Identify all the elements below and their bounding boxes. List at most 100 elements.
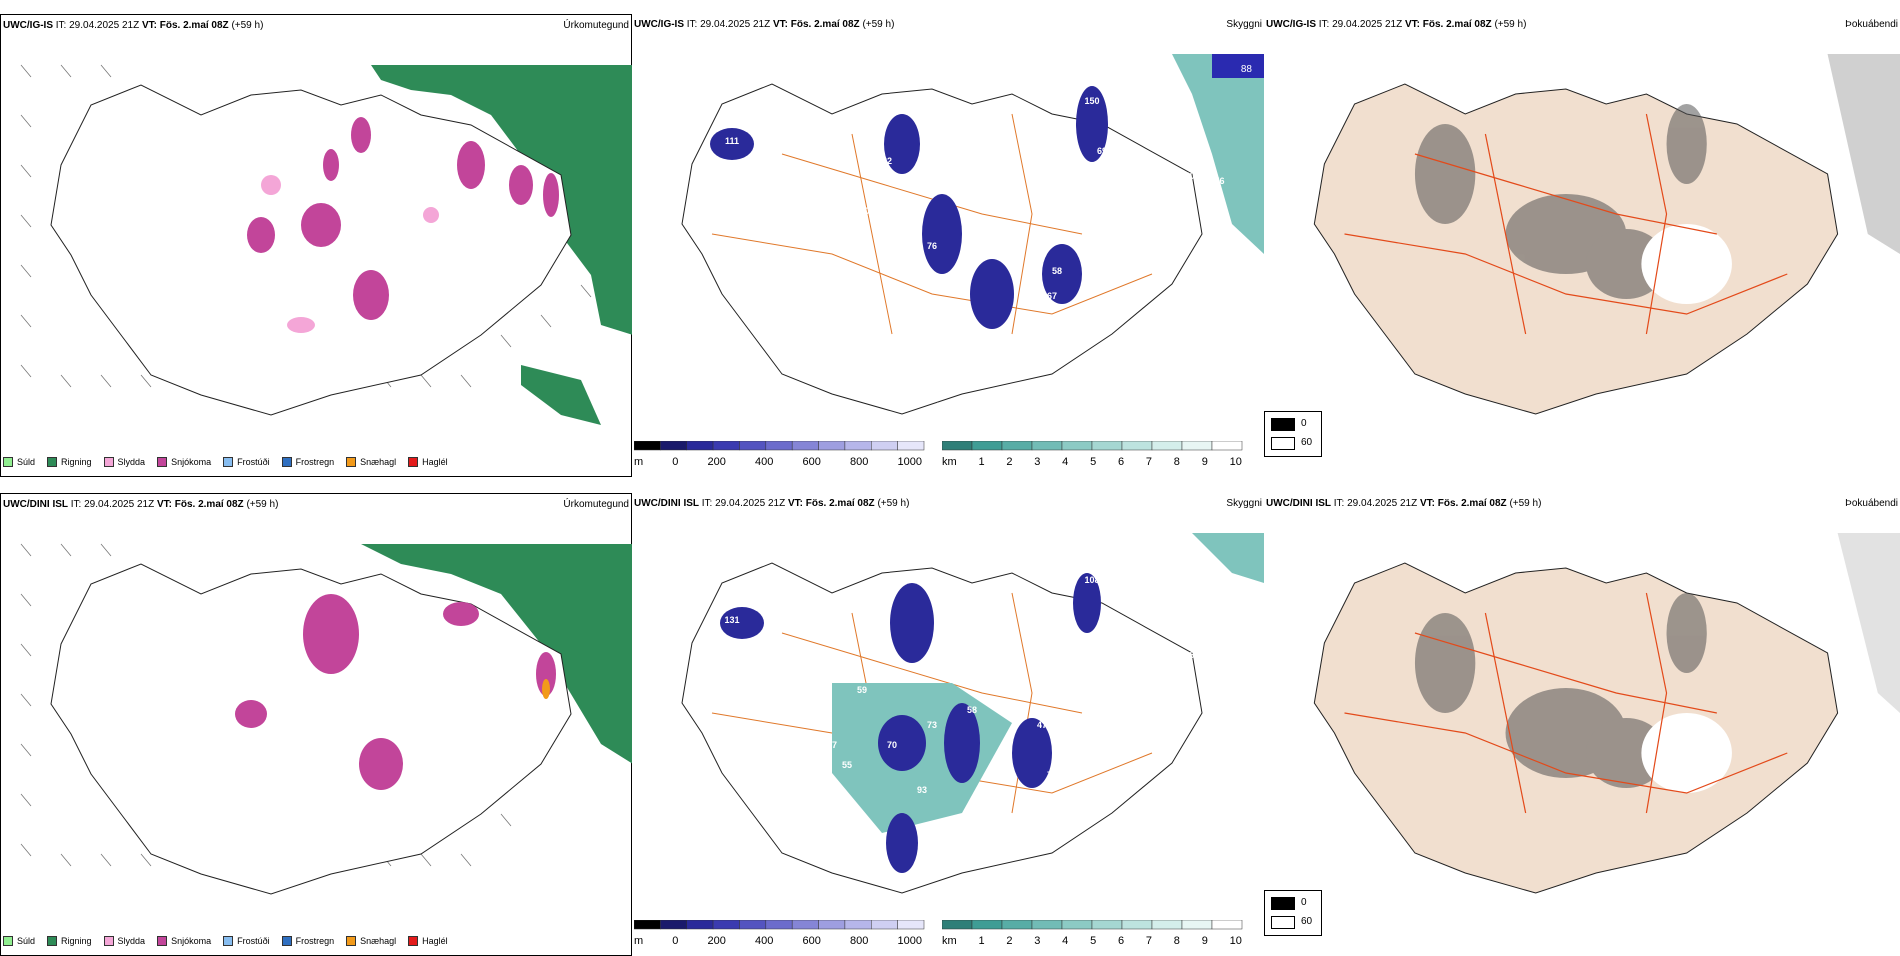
cloud-base-label: 70	[887, 740, 897, 750]
scale-cell	[660, 440, 687, 451]
cloud-base-label: 47	[827, 740, 837, 750]
panel-title: Skyggni	[1226, 19, 1262, 30]
cloud-base-label: 31	[1107, 226, 1117, 236]
corner-box	[1212, 54, 1264, 78]
lead-time: (+59 h)	[1494, 19, 1527, 30]
cloud-base-label: 76	[927, 241, 937, 251]
cloud-base-label: 67	[1047, 291, 1057, 301]
legend-item: Haglél	[408, 457, 448, 467]
lead-time: (+59 h)	[231, 20, 264, 31]
scale-tick: 10	[1229, 935, 1242, 947]
cloud-base-label: 170	[1179, 171, 1194, 181]
cloud-base-scale: m 0 200 400 600 800 1000	[633, 440, 934, 475]
fog-swatch-light	[1271, 437, 1295, 450]
scale-unit: km	[942, 456, 957, 468]
legend-label: Haglél	[422, 457, 448, 467]
scale-tick: 7	[1145, 456, 1153, 468]
cloud-base-label: 116	[1180, 650, 1195, 660]
cloud-base-label: 81	[927, 176, 937, 186]
precip-legend: Súld Rigning Slydda Snjókoma Frostúði Frostre…	[3, 454, 454, 470]
model-name: UWC/DINI ISL	[1266, 498, 1331, 509]
scale-cell	[1091, 440, 1123, 451]
fog-swatch-light	[1271, 916, 1295, 929]
snow-pellet-cell	[542, 679, 550, 699]
snow-cells	[235, 594, 556, 790]
legend-label: Snjókoma	[171, 936, 212, 946]
scale-tick: 1000	[897, 935, 922, 947]
cloud-base-label: 54	[1212, 655, 1222, 665]
fog-label-high: 60	[1301, 916, 1313, 927]
cloud-base-label: 190	[794, 226, 809, 236]
scale-tick: 400	[755, 935, 774, 947]
cloud-base-label: 69	[1097, 146, 1107, 156]
legend-swatch	[281, 457, 292, 467]
legend-label: Súld	[17, 936, 36, 946]
visibility-scale: km 1 2 3 4 5 6 7 8 9 10	[941, 440, 1252, 475]
scale-tick: 200	[707, 456, 726, 468]
scale-cell	[844, 919, 872, 930]
cloud-base-label: 76	[937, 401, 947, 411]
visibility-scale: km 1 2 3 4 5 6 7 8 9 10	[941, 919, 1252, 954]
scale-cell	[1181, 440, 1213, 451]
model-name: UWC/IG-IS	[3, 20, 53, 31]
scale-cell	[871, 919, 898, 930]
sea-fog	[1827, 54, 1900, 254]
sea-visibility-teal	[1192, 533, 1264, 583]
init-time: IT: 29.04.2025 21Z	[1333, 498, 1418, 509]
legend-item: Frostúði	[223, 936, 270, 946]
rain-patch	[521, 365, 601, 425]
scale-tick: 5	[1090, 456, 1097, 468]
cloud-base-labels: 111 150 69 170 176 166 190 408 150 93 84 62 76 93 209 9…	[725, 96, 1225, 411]
valid-time: VT: Fös. 2.maí 08Z	[156, 499, 244, 510]
scale-tick: 7	[1145, 935, 1153, 947]
cloud-base-label: 55	[842, 760, 852, 770]
legend-label: Slydda	[117, 936, 146, 946]
legend-item: Súld	[3, 936, 35, 946]
scale-cell	[897, 440, 925, 451]
legend-label: Súld	[17, 457, 36, 467]
sea-fog	[1837, 533, 1900, 713]
precip-panel-top: UWC/IG-IS IT: 29.04.2025 21Z VT: Fös. 2.…	[0, 14, 633, 477]
snow-cells	[247, 117, 559, 320]
cloud-base-label: 12	[897, 176, 907, 186]
precip-map	[1, 35, 633, 445]
cloud-base-label: 150	[854, 206, 869, 216]
legend-swatch	[281, 936, 292, 946]
legend-swatch	[103, 936, 114, 946]
header: UWC/DINI ISL IT: 29.04.2025 21Z VT: Fös.…	[3, 498, 278, 512]
scale-cell	[971, 919, 1003, 930]
model-name: UWC/IG-IS	[634, 19, 684, 30]
scale-cell	[765, 440, 793, 451]
scale-tick: 400	[755, 456, 774, 468]
legend-label: Rigning	[61, 457, 92, 467]
scale-cell	[660, 919, 687, 930]
fog-scale: 0 60	[1264, 411, 1322, 457]
legend-swatch	[3, 936, 13, 946]
cloud-base-labels: 131 108 71 116 54 91 65 53 59 47 55 70 73 64 58 47 69 72 9…	[724, 575, 1222, 795]
legend-swatch	[103, 457, 114, 467]
scale-cell	[818, 440, 846, 451]
cloud-base-label: 93	[827, 261, 837, 271]
valid-time: VT: Fös. 2.maí 08Z	[787, 498, 875, 509]
valid-time: VT: Fös. 2.maí 08Z	[1419, 498, 1507, 509]
scale-cell	[871, 440, 898, 451]
sleet-cells	[261, 175, 439, 333]
fog-label-low: 0	[1301, 897, 1307, 908]
scale-cell	[1001, 919, 1033, 930]
scale-tick: 1	[978, 935, 985, 947]
scale-tick: 9	[1201, 935, 1208, 947]
legend-item: Snjókoma	[157, 457, 211, 467]
cloud-base-label: 65	[797, 705, 807, 715]
cloud-base-label: 56	[957, 146, 967, 156]
cloud-base-label: 47	[1037, 720, 1047, 730]
legend-swatch	[408, 457, 419, 467]
road-network	[1344, 592, 1788, 814]
scale-cell	[818, 919, 846, 930]
scale-tick: 600	[802, 456, 821, 468]
legend-item: Snæhagl	[346, 936, 396, 946]
scale-tick: 800	[850, 456, 869, 468]
fog-label-high: 60	[1301, 437, 1313, 448]
scale-tick: 6	[1117, 935, 1125, 947]
cloudbase-map: 88 111 150 69 170 176 166 190 408 150 93 84 62 76 93 2…	[632, 34, 1264, 444]
lead-time: (+59 h)	[1509, 498, 1542, 509]
